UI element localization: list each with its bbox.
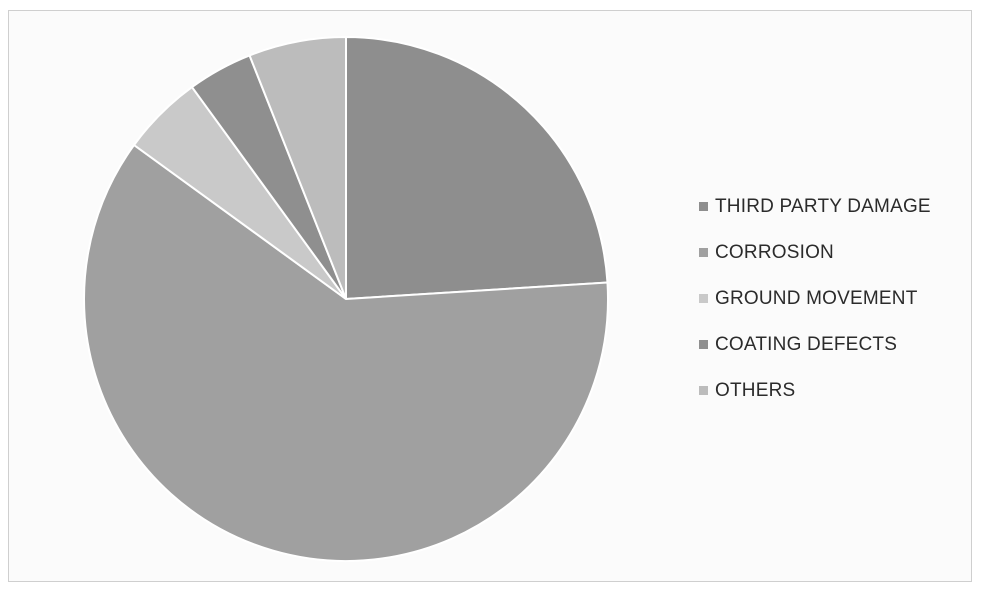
legend-label: OTHERS <box>715 379 796 401</box>
legend-label: CORROSION <box>715 241 834 263</box>
legend-label: COATING DEFECTS <box>715 333 898 355</box>
legend: THIRD PARTY DAMAGE CORROSION GROUND MOVEME… <box>699 195 977 425</box>
legend-swatch <box>699 202 708 211</box>
legend-item: GROUND MOVEMENT <box>699 287 977 310</box>
legend-swatch <box>699 248 708 257</box>
legend-label: THIRD PARTY DAMAGE <box>715 195 931 217</box>
chart-frame: THIRD PARTY DAMAGE CORROSION GROUND MOVEME… <box>8 10 972 582</box>
legend-item: THIRD PARTY DAMAGE <box>699 195 977 218</box>
legend-swatch <box>699 340 708 349</box>
pie-chart <box>83 35 609 562</box>
legend-swatch <box>699 386 708 395</box>
legend-swatch <box>699 294 708 303</box>
legend-item: CORROSION <box>699 241 977 264</box>
pie-slice-others <box>248 35 347 300</box>
pie-slice-corrosion <box>83 143 609 562</box>
legend-item: OTHERS <box>699 379 977 402</box>
legend-label: GROUND MOVEMENT <box>715 287 918 309</box>
legend-item: COATING DEFECTS <box>699 333 977 356</box>
pie-slice-third-party-damage <box>345 35 609 301</box>
